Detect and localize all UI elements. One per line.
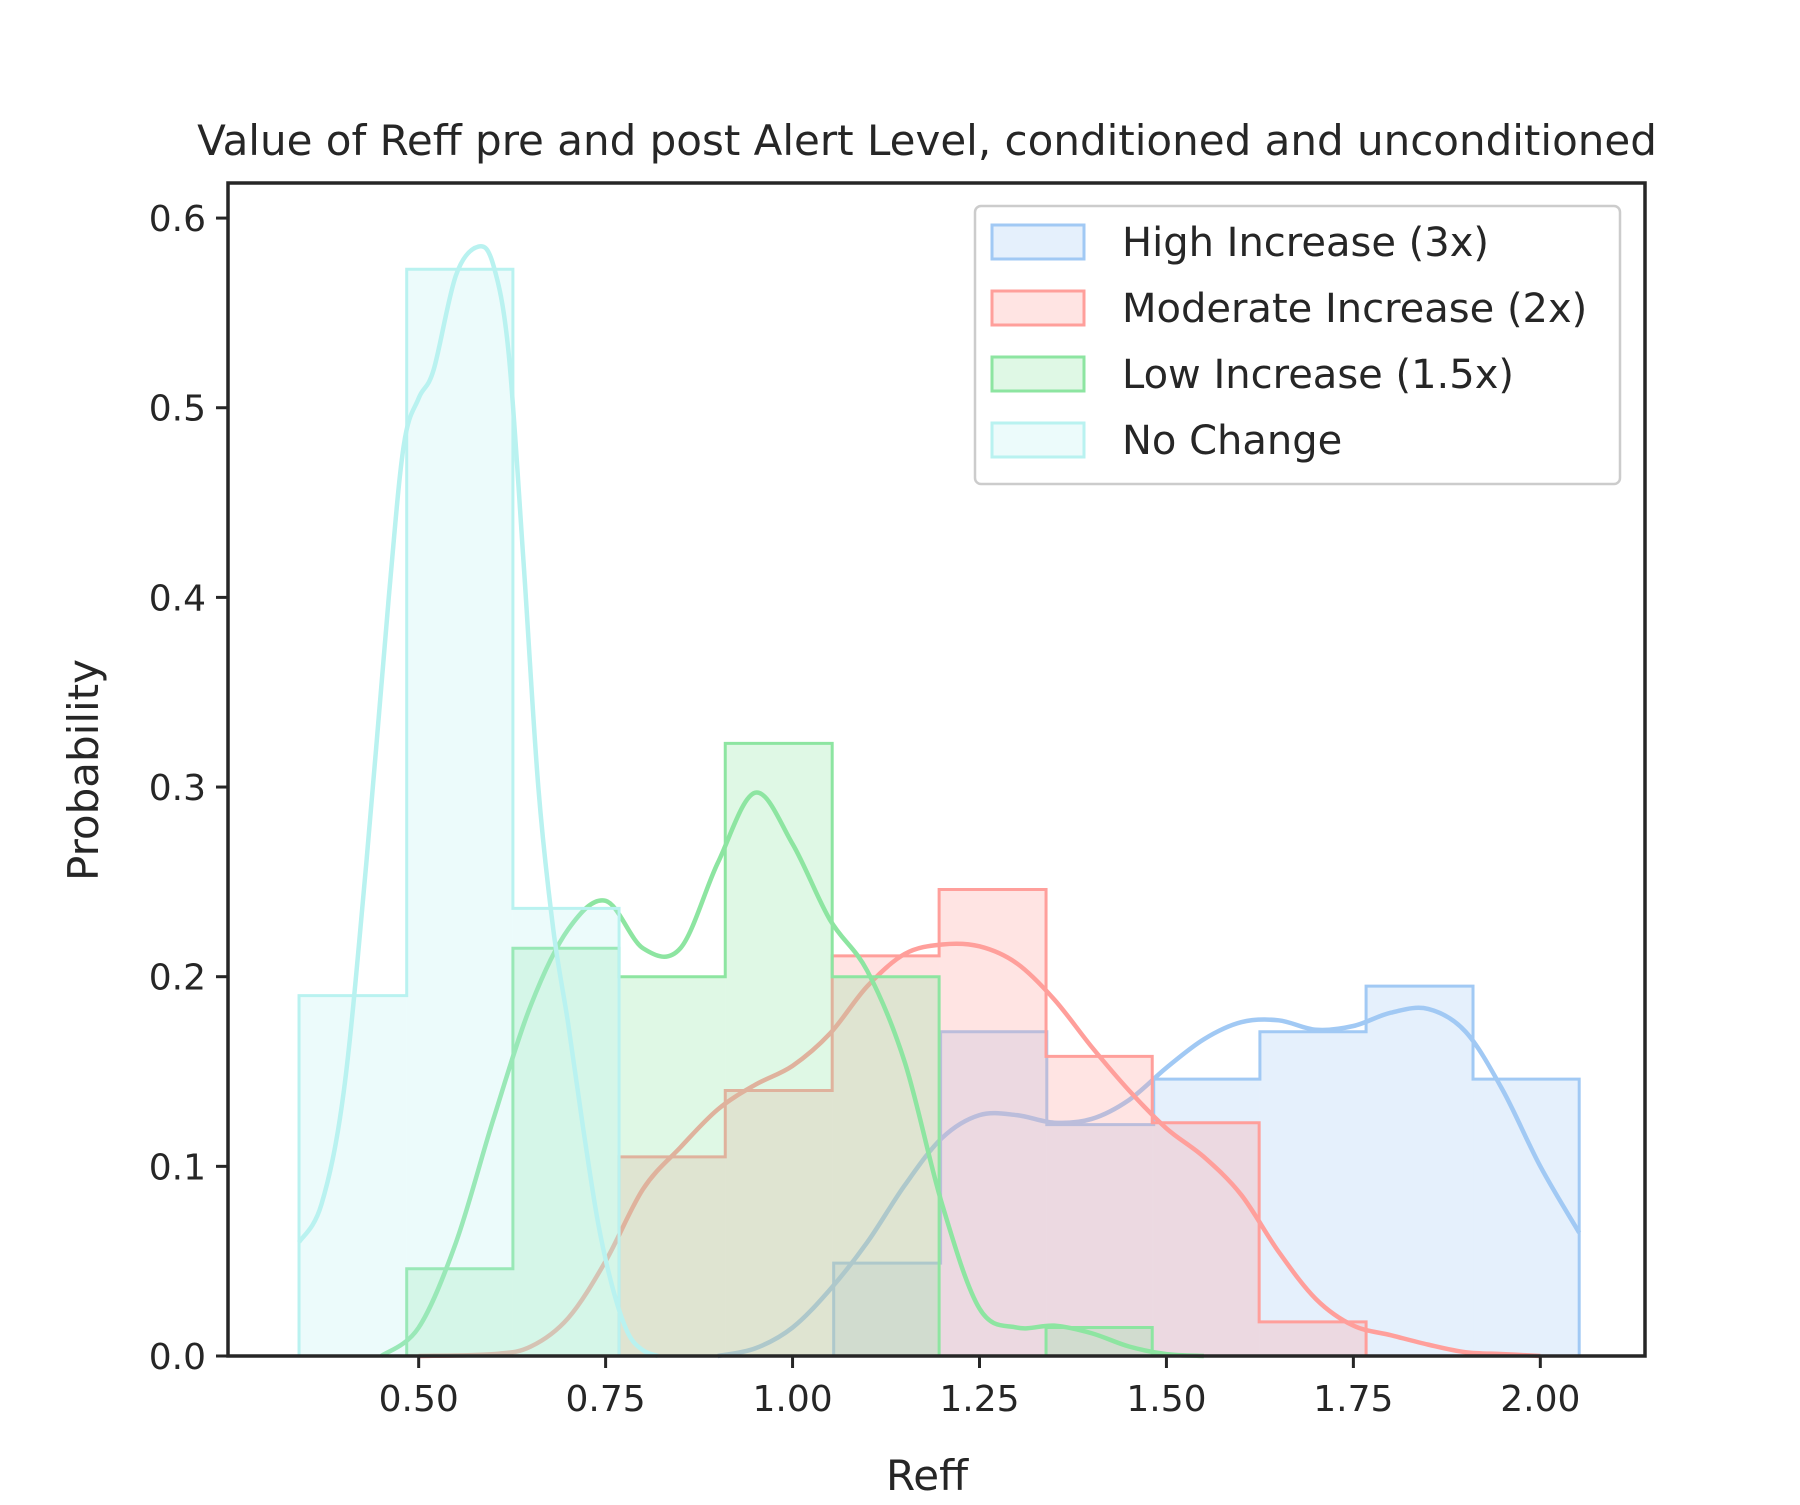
plot-frame <box>226 181 1647 1358</box>
x-tick-label: 0.50 <box>379 1379 459 1420</box>
legend-swatch <box>990 289 1086 327</box>
y-tick-label: 0.6 <box>149 199 206 240</box>
x-tick-label: 1.25 <box>939 1379 1019 1420</box>
x-tick-label: 1.50 <box>1126 1379 1206 1420</box>
histogram-bar <box>619 1156 726 1356</box>
histogram-bar <box>1152 1122 1260 1356</box>
series-layer <box>297 243 1582 1359</box>
legend-label: High Increase (3x) <box>1122 220 1489 266</box>
histogram-outline <box>405 741 1154 1358</box>
histogram-bar <box>725 743 833 1356</box>
y-tick-label: 0.2 <box>149 958 206 999</box>
x-tick-label: 1.00 <box>752 1379 832 1420</box>
y-tick-label: 0.4 <box>149 578 206 619</box>
series-1 <box>418 887 1541 1359</box>
kde-curve <box>379 790 1204 1359</box>
histogram-bar <box>1153 1079 1260 1356</box>
series-3 <box>297 243 659 1359</box>
legend-frame <box>973 204 1622 486</box>
histogram-bar <box>939 889 1047 1356</box>
histogram-bar <box>940 1031 1047 1356</box>
histogram-bar <box>406 269 513 1356</box>
kde-curve <box>418 941 1541 1359</box>
legend-label: Moderate Increase (2x) <box>1122 286 1587 332</box>
histogram-bar <box>1366 986 1474 1356</box>
y-axis-label: Probability <box>59 659 108 881</box>
chart-title: Value of Reff pre and post Alert Level, … <box>197 116 1657 165</box>
legend: High Increase (3x) Moderate Increase (2x)… <box>973 204 1622 486</box>
series-0 <box>717 984 1582 1359</box>
x-axis-label: Reff <box>886 1451 969 1500</box>
histogram-bar <box>1259 1031 1367 1356</box>
x-tick-label: 0.75 <box>566 1379 646 1420</box>
y-tick-label: 0.1 <box>149 1147 206 1188</box>
axes-layer: 0.50 0.75 1.00 1.25 1.50 1.75 2.00 0.0 0.1 0.2 0.3… <box>149 181 1647 1420</box>
x-tick-label: 2.00 <box>1500 1379 1580 1420</box>
y-tick-label: 0.5 <box>149 389 206 430</box>
histogram-bar <box>406 1268 513 1356</box>
legend-swatch <box>990 355 1086 393</box>
kde-curve <box>717 1005 1582 1359</box>
histogram-bar <box>1473 1079 1580 1356</box>
series-2 <box>379 741 1204 1359</box>
histogram-bar <box>832 955 940 1356</box>
histogram-bar <box>512 908 620 1356</box>
legend-swatch <box>990 421 1086 459</box>
histogram-bar <box>833 1263 941 1356</box>
y-tick-label: 0.0 <box>149 1337 206 1378</box>
histogram-bar <box>1046 1327 1153 1356</box>
histogram-bar <box>1259 1321 1367 1356</box>
legend-label: Low Increase (1.5x) <box>1122 352 1514 398</box>
histogram-bar <box>725 1090 833 1356</box>
y-tick-label: 0.3 <box>149 768 206 809</box>
histogram-bar <box>832 976 940 1356</box>
legend-swatch <box>990 223 1086 261</box>
histogram-bar <box>619 976 726 1356</box>
histogram-bar <box>1046 1124 1154 1356</box>
legend-label: No Change <box>1122 418 1342 464</box>
x-tick-label: 1.75 <box>1313 1379 1393 1420</box>
histogram-bar <box>299 995 407 1356</box>
kde-curve <box>297 243 659 1359</box>
histogram-bar <box>1046 1056 1153 1356</box>
